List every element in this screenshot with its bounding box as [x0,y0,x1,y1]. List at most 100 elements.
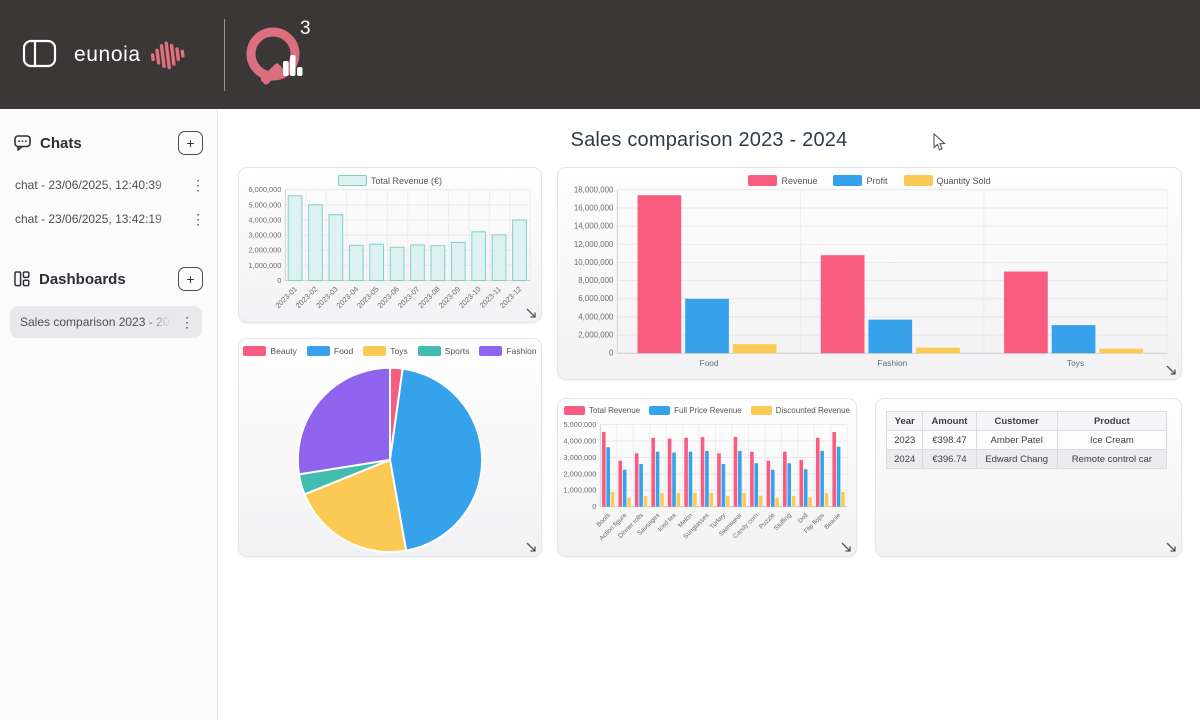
svg-text:0: 0 [609,349,614,358]
legend-item[interactable]: Total Revenue [563,406,641,415]
product-revenue-bar-chart[interactable]: 0 1,000,000 2,000,000 3,000,000 4,000,000 5,0… [558,399,856,556]
table-cell: Amber Patel [975,430,1058,450]
table-header-cell: Amount [922,411,977,431]
svg-text:Iced tea: Iced tea [657,512,678,533]
resize-handle-icon[interactable] [1165,364,1177,376]
legend-item[interactable]: Sports [417,346,470,356]
legend-label: Total Revenue (€) [370,175,443,186]
table-cell: €398.47 [922,430,977,450]
legend-swatch [833,175,863,186]
legend-item[interactable]: Toys [363,346,408,356]
legend-item[interactable]: Discounted Revenue [750,406,850,415]
chart-legend: Total Revenue Full Price Revenue Discounte… [558,406,856,415]
svg-text:Stuffing: Stuffing [773,512,794,533]
table-header-cell: Customer [975,411,1058,431]
svg-text:Toys: Toys [1067,358,1084,368]
table-header-cell: Year [885,411,924,431]
new-chat-button[interactable]: + [178,131,203,155]
table-header-cell: Product [1056,411,1168,431]
dashboard-list-item-label: Sales comparison 2023 - 2024 [20,315,176,329]
legend-item[interactable]: Full Price Revenue [649,406,742,415]
legend-swatch [479,346,503,356]
sidebar: Chats + chat - 23/06/2025, 12:40:39 ⋮ chat… [0,109,218,720]
sidebar-toggle-button[interactable] [22,38,58,72]
dashboard-list: Sales comparison 2023 - 2024 ⋮ [0,306,217,338]
header-divider [223,18,225,91]
legend-label: Sports [444,346,470,356]
chat-list-item[interactable]: chat - 23/06/2025, 12:40:39 ⋮ [0,170,217,200]
svg-text:Fashion: Fashion [877,358,907,368]
top-sales-table: Year Amount Customer Product 2023 €398.47 Amb… [885,411,1168,469]
brand-logo: eunoia [74,38,192,72]
q3-logo-icon: 3 [246,18,311,85]
chart-legend: Total Revenue (€) [239,175,541,186]
svg-text:16,000,000: 16,000,000 [574,203,614,212]
legend-item[interactable]: Profit [833,175,888,186]
kebab-menu-button[interactable]: ⋮ [187,177,209,194]
legend-label: Revenue [781,175,818,186]
dashboard-list-item[interactable]: Sales comparison 2023 - 2024 ⋮ [10,306,202,338]
table-cell: 2024 [885,449,924,469]
category-comparison-bar-chart[interactable]: 0 2,000,000 4,000,000 6,000,000 8,000,000 10,… [558,168,1181,379]
kebab-menu-button[interactable]: ⋮ [187,211,209,228]
resize-handle-icon[interactable] [525,307,537,319]
legend-swatch [649,406,671,415]
svg-text:0: 0 [592,502,596,511]
panel-left-icon [22,39,57,67]
table-cell: Remote control car [1056,449,1168,469]
chat-list-item-label: chat - 23/06/2025, 12:40:39 [15,178,162,192]
svg-text:2,000,000: 2,000,000 [249,246,282,255]
chat-list-item[interactable]: chat - 23/06/2025, 13:42:19 ⋮ [0,204,217,234]
svg-text:2,000,000: 2,000,000 [564,469,597,478]
chat-list: chat - 23/06/2025, 12:40:39 ⋮ chat - 23/06… [0,170,217,234]
chart-legend: Beauty Food Toys Sports Fashion [239,346,541,356]
svg-text:12,000,000: 12,000,000 [574,240,614,249]
category-share-pie-chart[interactable] [239,339,541,556]
dashboards-icon [14,271,30,287]
kebab-menu-button[interactable]: ⋮ [176,314,198,331]
svg-text:5,000,000: 5,000,000 [249,200,282,209]
svg-text:Beanie: Beanie [823,512,842,531]
legend-swatch [417,346,441,356]
chat-bubble-icon [14,135,31,151]
legend-item[interactable]: Beauty [243,346,297,356]
svg-text:4,000,000: 4,000,000 [578,312,614,321]
legend-swatch [563,406,585,415]
svg-text:4,000,000: 4,000,000 [249,215,282,224]
legend-swatch [363,346,387,356]
svg-text:Doll: Doll [797,512,810,525]
table-row: 2024 €396.74 Edward Chang Remote control ca… [885,449,1168,469]
monthly-revenue-bar-chart[interactable]: 0 1,000,000 2,000,000 3,000,000 4,000,000 5,0… [239,168,541,322]
legend-label: Total Revenue [588,406,641,415]
legend-item[interactable]: Fashion [479,346,537,356]
legend-label: Full Price Revenue [674,406,742,415]
svg-text:0: 0 [277,276,281,285]
legend-item[interactable]: Revenue [748,175,817,186]
card-top-sales-table: Year Amount Customer Product 2023 €398.47 Amb… [875,398,1182,557]
svg-text:1,000,000: 1,000,000 [564,486,597,495]
svg-text:2,000,000: 2,000,000 [578,331,614,340]
mouse-cursor [933,133,946,151]
legend-swatch [306,346,330,356]
chat-list-item-label: chat - 23/06/2025, 13:42:19 [15,212,162,226]
resize-handle-icon[interactable] [1165,541,1177,553]
legend-item[interactable]: Quantity Sold [903,175,991,186]
legend-item[interactable]: Total Revenue (€) [337,175,443,186]
resize-handle-icon[interactable] [525,541,537,553]
app-header: eunoia 3 [0,0,1200,109]
legend-label: Profit [866,175,888,186]
table-cell: Edward Chang [975,449,1058,469]
new-dashboard-button[interactable]: + [178,267,203,291]
table-row: 2023 €398.47 Amber Patel Ice Cream [885,430,1168,450]
svg-text:Food: Food [699,358,718,368]
svg-text:3,000,000: 3,000,000 [564,453,597,462]
page-title: Sales comparison 2023 - 2024 [570,129,848,151]
q3-logo: 3 [237,12,323,98]
svg-text:6,000,000: 6,000,000 [249,185,282,194]
legend-item[interactable]: Food [306,346,353,356]
svg-text:3: 3 [300,18,311,39]
resize-handle-icon[interactable] [840,541,852,553]
card-category-share-pie: Beauty Food Toys Sports Fashion [238,338,542,557]
dashboards-section-label: Dashboards [39,270,126,288]
svg-text:3,000,000: 3,000,000 [249,231,282,240]
